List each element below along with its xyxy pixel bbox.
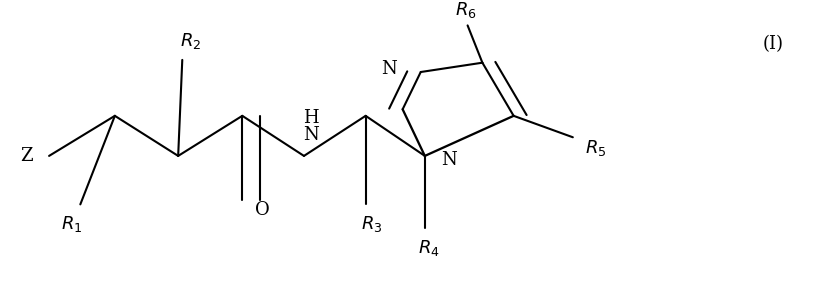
Text: (I): (I) [762,36,783,54]
Text: $R_3$: $R_3$ [361,214,383,234]
Text: N: N [382,60,398,78]
Text: $R_4$: $R_4$ [418,239,440,258]
Text: $R_6$: $R_6$ [455,0,477,20]
Text: O: O [256,201,271,219]
Text: Z: Z [20,147,32,165]
Text: $R_5$: $R_5$ [585,138,606,158]
Text: $R_2$: $R_2$ [180,31,201,51]
Text: $R_1$: $R_1$ [61,214,82,234]
Text: N: N [303,126,318,144]
Text: N: N [441,151,457,169]
Text: H: H [303,109,318,127]
